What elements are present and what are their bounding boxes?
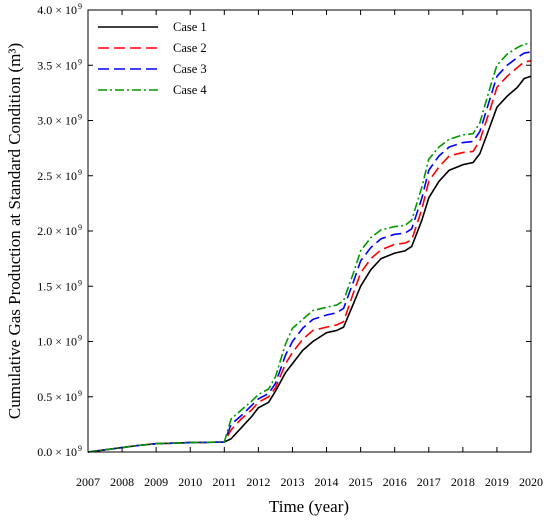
legend: Case 1 Case 2 Case 3 Case 4 [98,20,207,97]
y-tick-exponent-4: 9 [78,223,82,232]
x-tick-label-2007: 2007 [76,475,100,489]
x-tick-label-2017: 2017 [417,475,441,489]
x-tick-label-2008: 2008 [110,475,134,489]
y-tick-label-6: 3.0 × 10 [37,114,77,128]
x-tick-label-2016: 2016 [383,475,407,489]
y-tick-label-1: 0.5 × 10 [37,390,77,404]
legend-label-case-1: Case 1 [173,20,207,34]
series-line-case-1 [87,75,532,453]
x-tick-label-2013: 2013 [280,475,304,489]
y-tick-label-0: 0.0 × 10 [37,445,77,459]
series-line-case-4 [87,42,532,453]
x-tick-label-2019: 2019 [485,475,509,489]
y-tick-exponent-2: 9 [78,334,82,343]
plot-frame [87,9,532,453]
y-tick-label-5: 2.5 × 10 [37,169,77,183]
y-tick-exponent-0: 9 [78,444,82,453]
x-tick-label-2011: 2011 [213,475,237,489]
series-line-case-3 [87,51,532,453]
x-tick-label-2009: 2009 [144,475,168,489]
y-tick-label-2: 1.0 × 10 [37,335,77,349]
series-layer [87,42,532,453]
y-axis-title-text: Cumulative Gas Production at Standard Co… [5,43,24,419]
x-tick-label-2015: 2015 [349,475,373,489]
x-tick-label-2010: 2010 [178,475,202,489]
y-tick-label-3: 1.5 × 10 [37,279,77,293]
y-tick-exponent-1: 9 [78,389,82,398]
legend-label-case-4: Case 4 [173,83,207,97]
y-tick-exponent-8: 9 [78,2,82,11]
tick-layer: 2007 2008 2009 2010 2011 2012 2013 2014 2015 2016… [37,2,543,489]
y-tick-exponent-6: 9 [78,113,82,122]
x-tick-label-2014: 2014 [315,475,339,489]
legend-label-case-2: Case 2 [173,41,207,55]
y-tick-exponent-5: 9 [78,168,82,177]
x-axis-title: Time (year) [269,497,349,516]
y-tick-exponent-3: 9 [78,278,82,287]
series-line-case-2 [87,60,532,453]
y-tick-exponent-7: 9 [78,57,82,66]
legend-label-case-3: Case 3 [173,62,207,76]
x-tick-label-2020: 2020 [519,475,543,489]
y-axis-title: Cumulative Gas Production at Standard Co… [5,43,24,419]
y-tick-label-4: 2.0 × 10 [37,224,77,238]
x-tick-label-2012: 2012 [246,475,270,489]
y-tick-label-7: 3.5 × 10 [37,58,77,72]
y-tick-label-8: 4.0 × 10 [37,3,77,17]
x-tick-label-2018: 2018 [451,475,475,489]
